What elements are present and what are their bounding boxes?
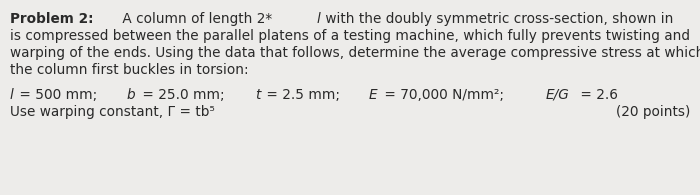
- Text: E/G: E/G: [545, 88, 569, 102]
- Text: (20 points): (20 points): [615, 105, 690, 119]
- Text: = 2.6: = 2.6: [576, 88, 617, 102]
- Text: Use warping constant, Γ = tb⁵: Use warping constant, Γ = tb⁵: [10, 105, 215, 119]
- Text: is compressed between the parallel platens of a testing machine, which fully pre: is compressed between the parallel plate…: [10, 29, 690, 43]
- Text: warping of the ends. Using the data that follows, determine the average compress: warping of the ends. Using the data that…: [10, 46, 700, 60]
- Text: = 2.5 mm;: = 2.5 mm;: [262, 88, 344, 102]
- Text: E: E: [368, 88, 377, 102]
- Text: = 25.0 mm;: = 25.0 mm;: [138, 88, 229, 102]
- Text: t: t: [256, 88, 260, 102]
- Text: the column first buckles in torsion:: the column first buckles in torsion:: [10, 63, 248, 77]
- Text: Problem 2:: Problem 2:: [10, 12, 94, 26]
- Text: l: l: [316, 12, 321, 26]
- Text: with the doubly symmetric cross-section, shown in: with the doubly symmetric cross-section,…: [321, 12, 678, 26]
- Text: l: l: [10, 88, 14, 102]
- Text: = 70,000 N/mm²;: = 70,000 N/mm²;: [379, 88, 508, 102]
- Text: = 500 mm;: = 500 mm;: [15, 88, 101, 102]
- Text: A column of length 2*: A column of length 2*: [118, 12, 272, 26]
- Text: b: b: [127, 88, 135, 102]
